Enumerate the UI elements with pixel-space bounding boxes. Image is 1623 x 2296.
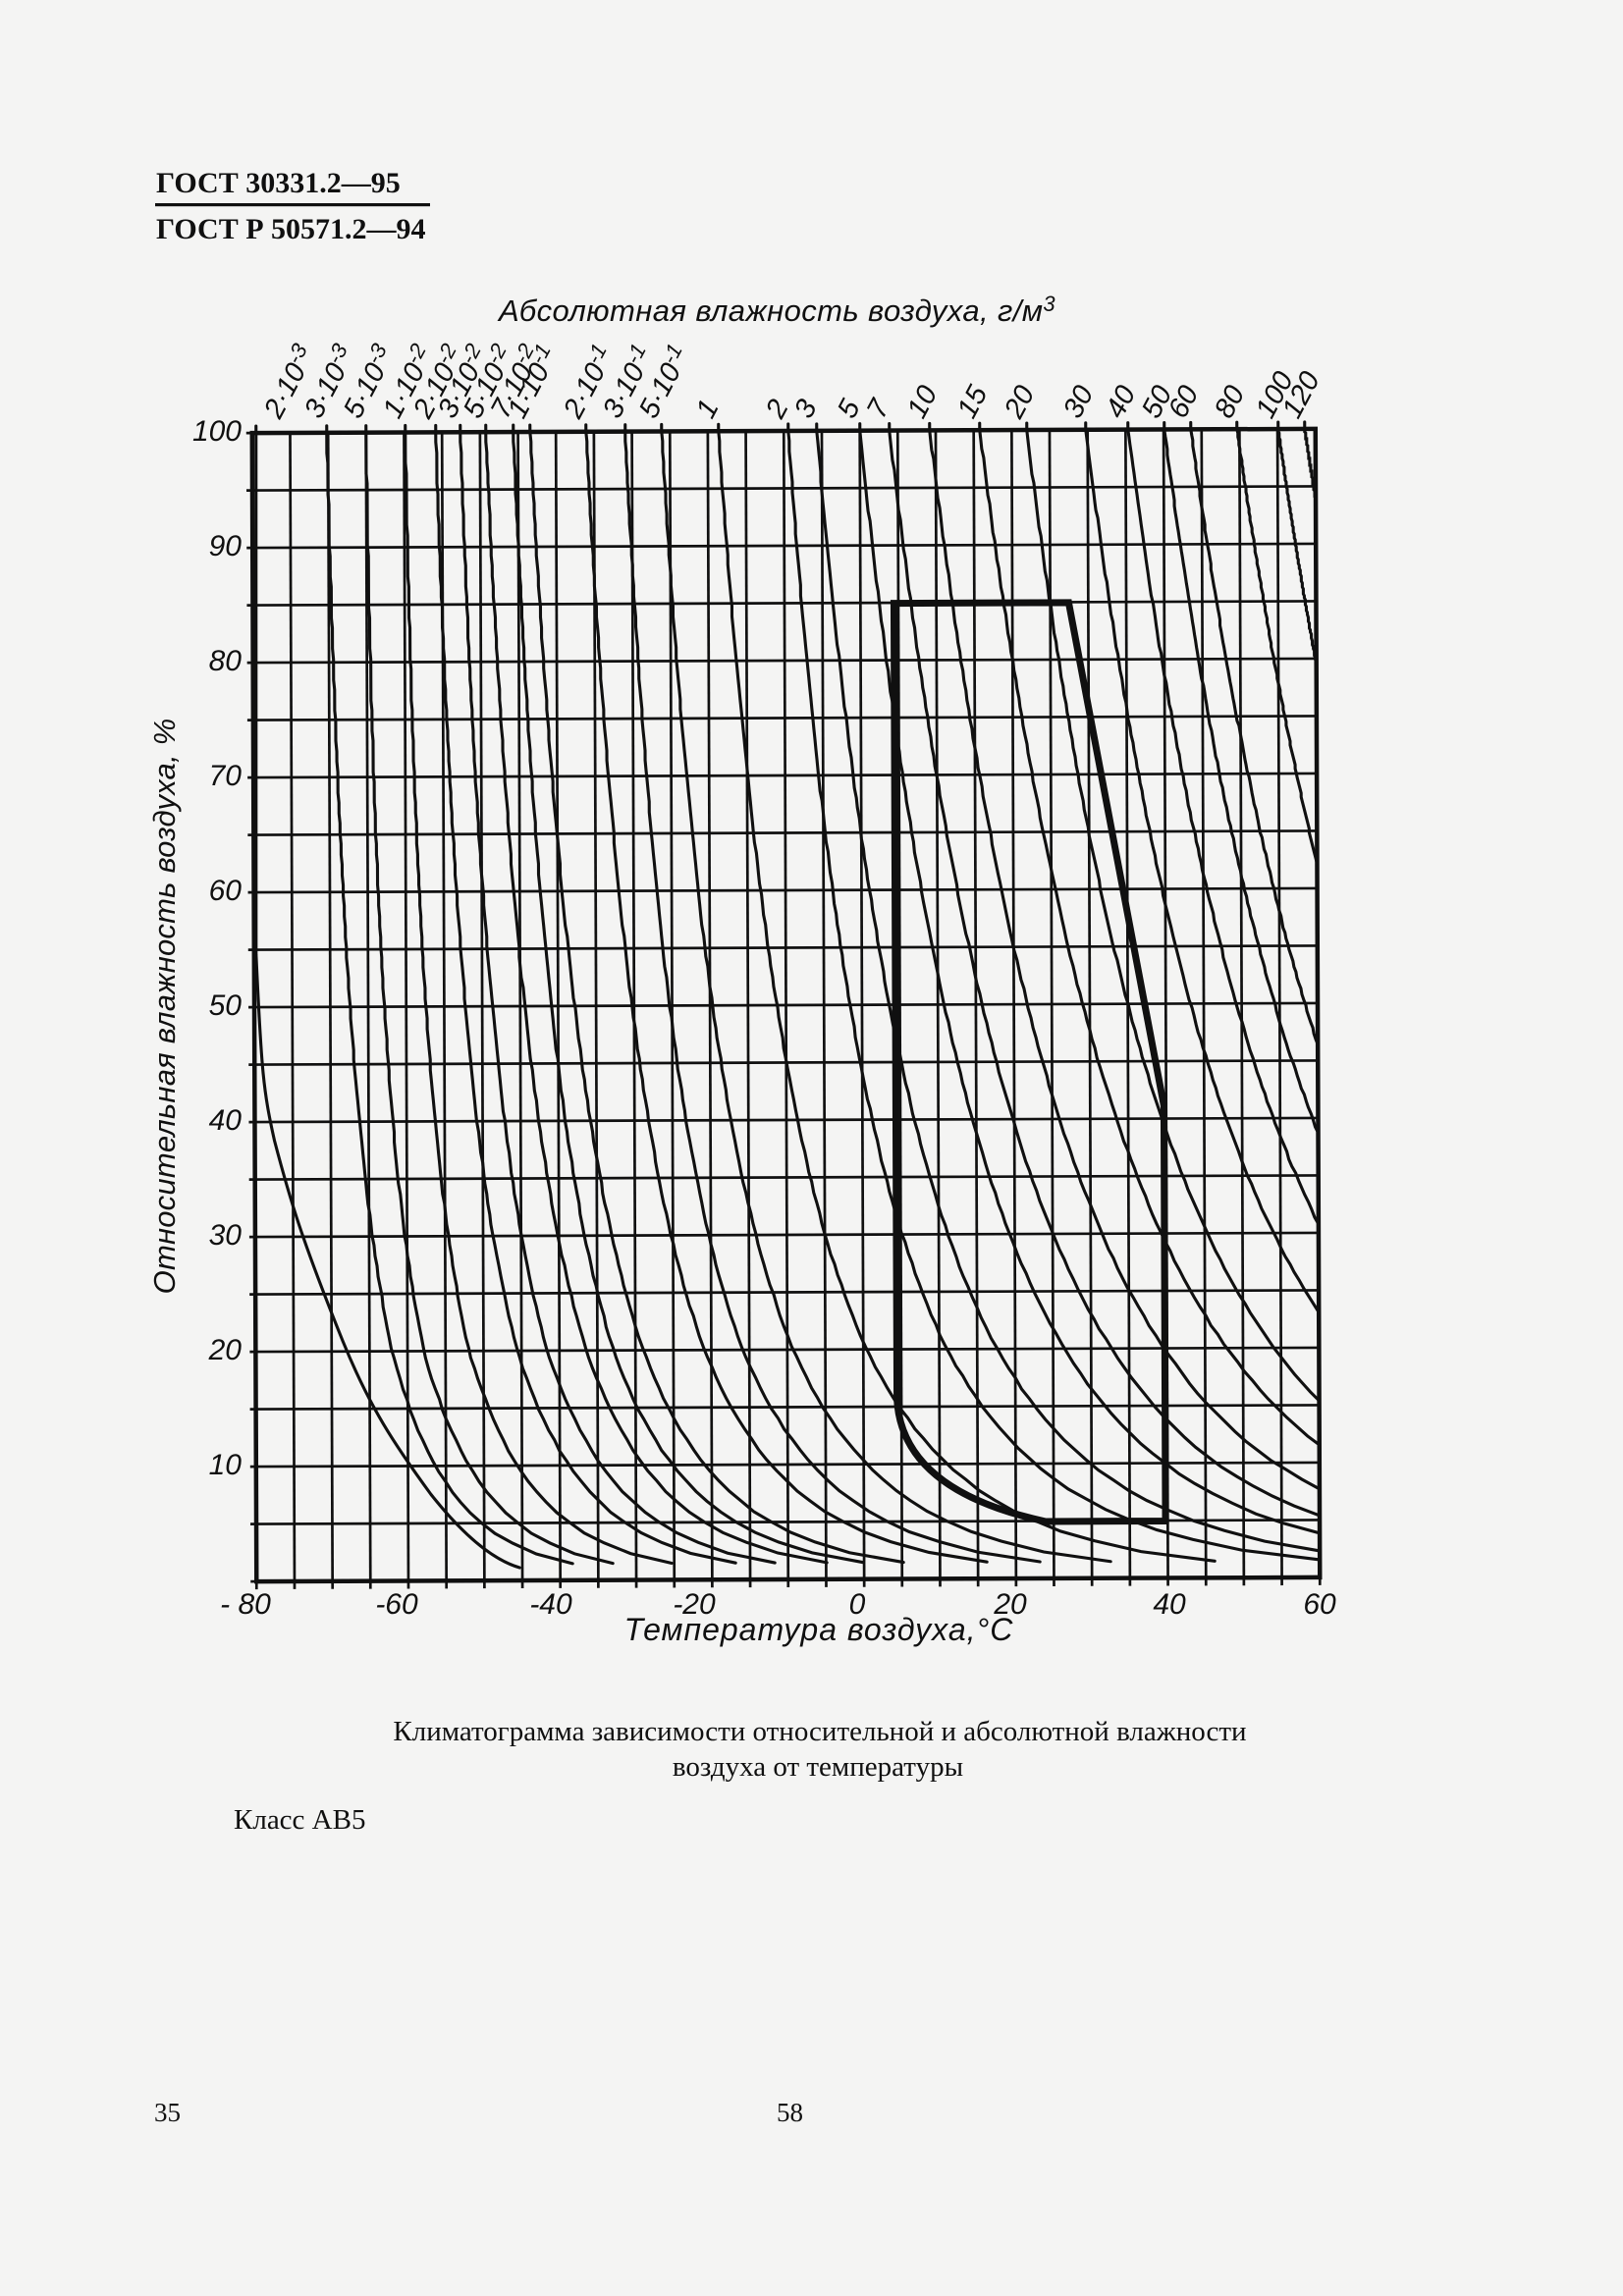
svg-text:-40: -40	[529, 1588, 572, 1621]
svg-text:58: 58	[777, 2098, 803, 2127]
svg-text:50: 50	[209, 989, 243, 1022]
svg-text:Относительная влажность воздух: Относительная влажность воздуха, %	[147, 719, 182, 1295]
svg-text:70: 70	[209, 760, 243, 792]
svg-text:30: 30	[209, 1219, 243, 1252]
svg-text:10: 10	[209, 1449, 243, 1481]
svg-text:35: 35	[154, 2098, 181, 2127]
svg-text:-20: -20	[673, 1588, 716, 1621]
svg-text:60: 60	[1303, 1588, 1336, 1621]
svg-text:20: 20	[993, 1588, 1027, 1621]
svg-text:Температура воздуха,°С: Температура воздуха,°С	[624, 1612, 1014, 1647]
svg-text:-60: -60	[375, 1588, 418, 1621]
svg-text:0: 0	[849, 1588, 866, 1621]
svg-text:воздуха от температуры: воздуха от температуры	[673, 1751, 963, 1783]
svg-text:40: 40	[209, 1104, 243, 1137]
svg-text:60: 60	[209, 875, 243, 907]
svg-text:20: 20	[208, 1334, 243, 1366]
svg-text:ГОСТ 30331.2—95: ГОСТ 30331.2—95	[156, 167, 401, 199]
svg-text:100: 100	[192, 415, 242, 448]
svg-text:Абсолютная влажность воздуха,: Абсолютная влажность воздуха, г/м3	[497, 292, 1055, 328]
svg-text:Класс АВ5: Класс АВ5	[234, 1804, 365, 1836]
svg-text:80: 80	[209, 645, 243, 677]
svg-text:40: 40	[1153, 1588, 1186, 1621]
svg-text:- 80: - 80	[220, 1588, 271, 1621]
svg-text:ГОСТ Р 50571.2—94: ГОСТ Р 50571.2—94	[156, 213, 426, 245]
svg-text:90: 90	[209, 530, 243, 562]
svg-text:Климатограмма зависимости отно: Климатограмма зависимости относительной …	[393, 1716, 1246, 1747]
